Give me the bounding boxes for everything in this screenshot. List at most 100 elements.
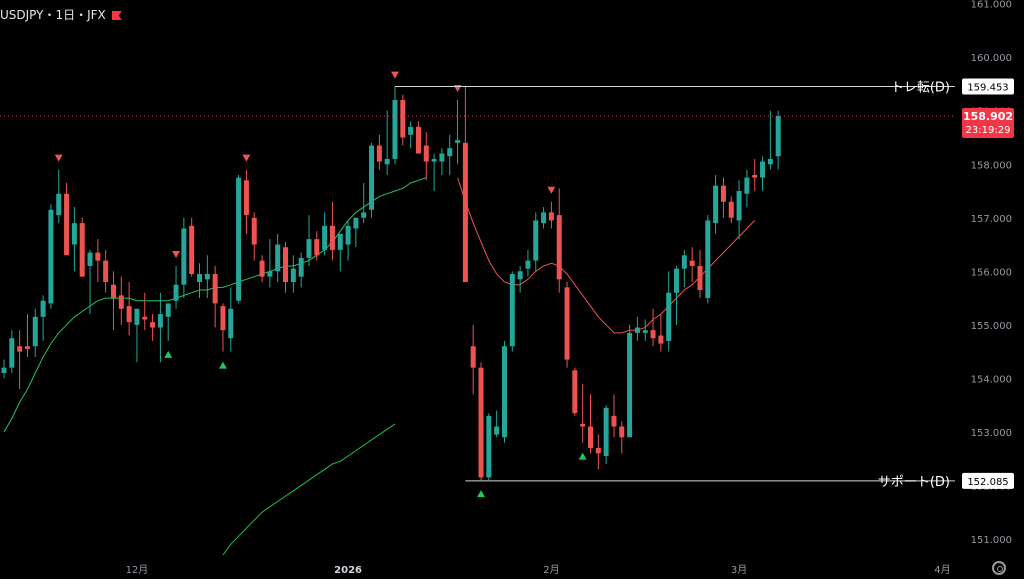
candle-up[interactable] [634, 327, 640, 333]
candle-up[interactable] [87, 252, 93, 266]
candle-up[interactable] [1, 367, 7, 374]
candle-up[interactable] [674, 268, 680, 293]
candle-down[interactable] [17, 346, 23, 352]
candle-up[interactable] [509, 273, 515, 347]
candle-down[interactable] [556, 215, 562, 280]
candle-up[interactable] [322, 225, 328, 250]
candle-down[interactable] [611, 415, 617, 427]
candle-up[interactable] [9, 338, 15, 368]
candle-up[interactable] [408, 126, 414, 135]
candle-down[interactable] [689, 260, 695, 266]
candle-up[interactable] [486, 415, 492, 478]
candle-up[interactable] [157, 314, 163, 328]
candle-up[interactable] [447, 148, 453, 157]
candle-up[interactable] [228, 308, 234, 339]
candle-up[interactable] [275, 244, 281, 272]
candle-up[interactable] [71, 223, 77, 245]
candle-down[interactable] [423, 145, 429, 162]
candle-up[interactable] [705, 220, 711, 299]
candle-up[interactable] [713, 185, 719, 224]
candle-down[interactable] [720, 185, 726, 202]
flag-icon[interactable] [111, 11, 122, 20]
candle-down[interactable] [64, 193, 70, 256]
candle-up[interactable] [439, 153, 445, 162]
candle-up[interactable] [236, 177, 242, 301]
candle-down[interactable] [103, 260, 109, 283]
candle-up[interactable] [525, 260, 531, 269]
candle-up[interactable] [204, 273, 210, 280]
candle-up[interactable] [298, 257, 304, 277]
candle-down[interactable] [658, 335, 664, 344]
candle-down[interactable] [79, 223, 85, 277]
candle-down[interactable] [400, 100, 406, 138]
candle-down[interactable] [212, 273, 218, 304]
candle-down[interactable] [580, 423, 586, 427]
candle-up[interactable] [517, 271, 523, 280]
candle-up[interactable] [541, 212, 547, 224]
candle-up[interactable] [267, 271, 273, 277]
candle-up[interactable] [681, 255, 687, 269]
candle-up[interactable] [603, 407, 609, 456]
candle-up[interactable] [290, 268, 296, 283]
candle-up[interactable] [40, 300, 46, 317]
candle-up[interactable] [56, 193, 62, 216]
candle-up[interactable] [32, 316, 38, 347]
candle-up[interactable] [494, 426, 500, 435]
candle-up[interactable] [345, 225, 351, 245]
candle-down[interactable] [478, 367, 484, 478]
candle-down[interactable] [142, 316, 148, 320]
candle-down[interactable] [619, 426, 625, 438]
candle-down[interactable] [588, 426, 593, 448]
candle-up[interactable] [361, 212, 367, 218]
candle-down[interactable] [150, 322, 156, 328]
candle-up[interactable] [767, 158, 773, 165]
candle-down[interactable] [126, 306, 132, 323]
candle-down[interactable] [564, 287, 570, 360]
candle-down[interactable] [415, 126, 421, 154]
candle-up[interactable] [501, 346, 507, 438]
candle-up[interactable] [736, 191, 742, 221]
settings-icon[interactable] [992, 561, 1006, 575]
candle-down[interactable] [243, 180, 249, 216]
candle-up[interactable] [134, 308, 140, 325]
candle-up[interactable] [369, 145, 375, 210]
candle-down[interactable] [548, 212, 554, 221]
candle-down[interactable] [752, 174, 758, 178]
candle-up[interactable] [337, 233, 343, 250]
candle-down[interactable] [728, 201, 734, 218]
candle-down[interactable] [462, 142, 468, 283]
candle-down[interactable] [314, 239, 320, 256]
candle-up[interactable] [431, 158, 437, 162]
candle-up[interactable] [455, 140, 461, 143]
candle-down[interactable] [259, 260, 265, 277]
candle-down[interactable] [470, 346, 476, 368]
candle-down[interactable] [251, 217, 257, 245]
candle-down[interactable] [376, 145, 382, 162]
candle-up[interactable] [533, 220, 539, 261]
candle-up[interactable] [48, 209, 54, 304]
candle-down[interactable] [650, 330, 656, 339]
candle-up[interactable] [197, 273, 202, 283]
candle-up[interactable] [642, 330, 648, 333]
candle-down[interactable] [220, 306, 226, 331]
candle-down[interactable] [118, 295, 124, 309]
candle-up[interactable] [775, 116, 781, 157]
candle-down[interactable] [329, 225, 335, 250]
candle-down[interactable] [572, 370, 578, 414]
candle-down[interactable] [24, 346, 30, 349]
candle-up[interactable] [306, 239, 312, 258]
candle-up[interactable] [760, 161, 766, 178]
candle-up[interactable] [384, 158, 390, 165]
candle-down[interactable] [189, 225, 195, 274]
candle-down[interactable] [95, 252, 101, 261]
candle-down[interactable] [595, 447, 601, 454]
candle-up[interactable] [353, 217, 359, 229]
candle-up[interactable] [666, 292, 672, 341]
candle-up[interactable] [392, 100, 398, 159]
candle-up[interactable] [165, 303, 171, 317]
candle-down[interactable] [283, 247, 289, 283]
candle-down[interactable] [697, 265, 703, 291]
candle-up[interactable] [173, 284, 179, 301]
candle-down[interactable] [110, 284, 116, 299]
